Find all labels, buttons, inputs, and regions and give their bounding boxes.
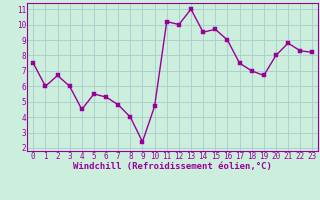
X-axis label: Windchill (Refroidissement éolien,°C): Windchill (Refroidissement éolien,°C)	[73, 162, 272, 171]
